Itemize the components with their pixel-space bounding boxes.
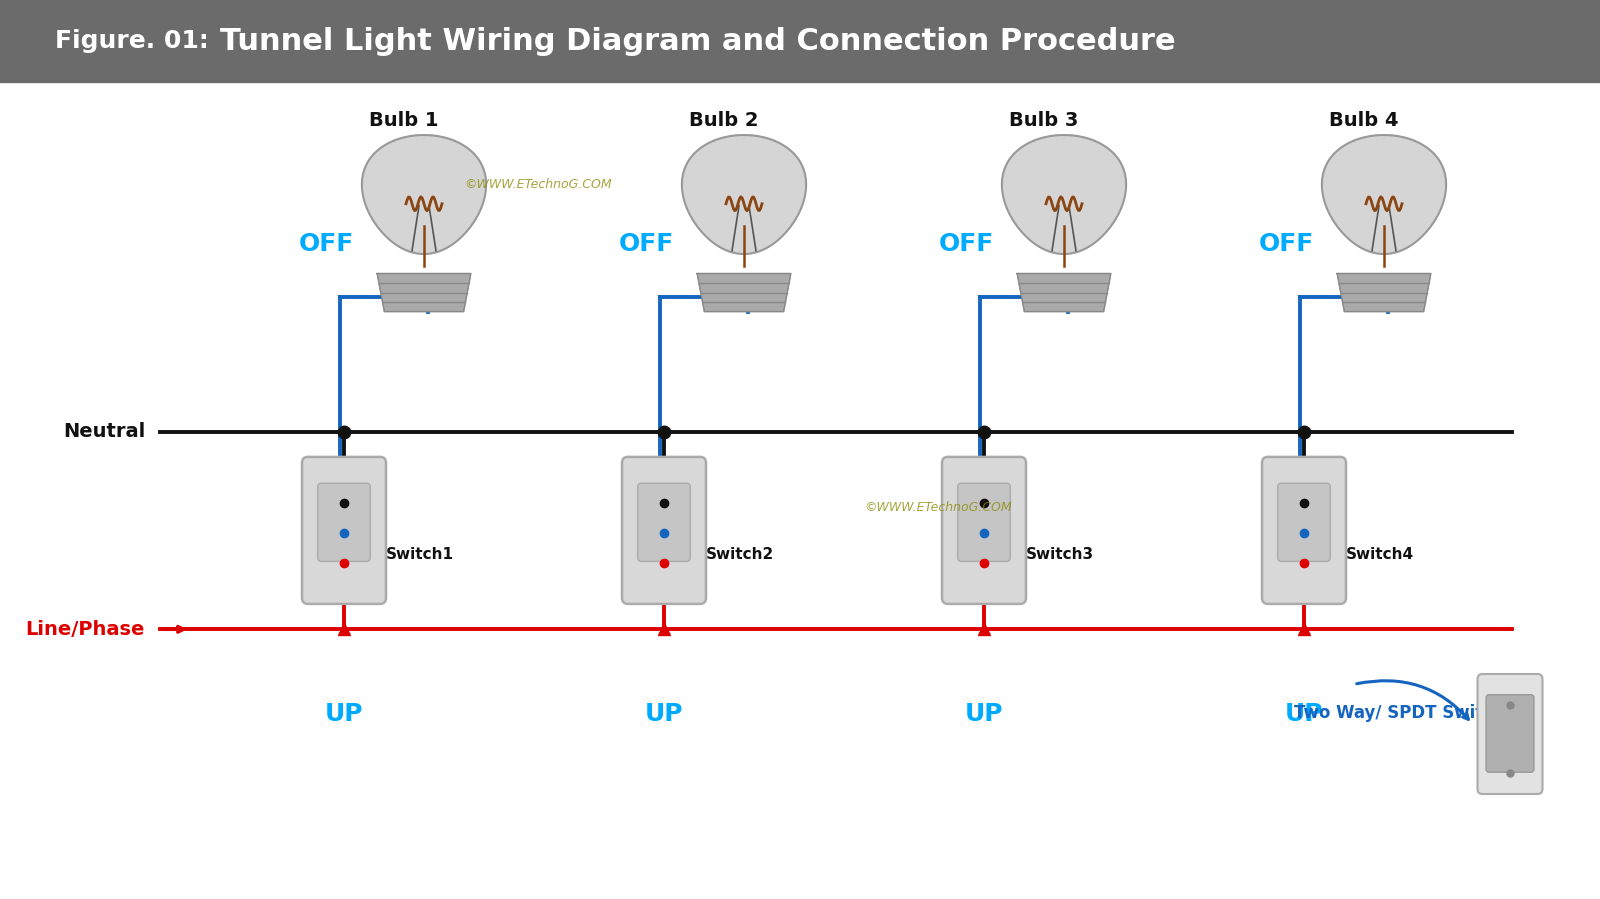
Text: Bulb 4: Bulb 4 [1330, 111, 1398, 130]
Polygon shape [698, 273, 790, 312]
Polygon shape [1002, 135, 1126, 254]
Polygon shape [378, 273, 470, 312]
Polygon shape [682, 135, 806, 254]
Text: OFF: OFF [1259, 232, 1314, 255]
FancyBboxPatch shape [638, 483, 690, 561]
Text: UP: UP [645, 702, 683, 726]
Polygon shape [1338, 273, 1430, 312]
Text: Bulb 1: Bulb 1 [370, 111, 438, 130]
Text: Line/Phase: Line/Phase [26, 619, 146, 639]
Text: UP: UP [965, 702, 1003, 726]
Text: Neutral: Neutral [62, 422, 146, 441]
FancyBboxPatch shape [1486, 695, 1534, 772]
FancyBboxPatch shape [942, 457, 1026, 604]
Text: Bulb 3: Bulb 3 [1010, 111, 1078, 130]
FancyBboxPatch shape [1278, 483, 1330, 561]
Text: Tunnel Light Wiring Diagram and Connection Procedure: Tunnel Light Wiring Diagram and Connecti… [221, 26, 1176, 56]
Text: Figure. 01:: Figure. 01: [54, 29, 208, 53]
Text: ©WWW.ETechnoG.COM: ©WWW.ETechnoG.COM [464, 178, 611, 191]
Polygon shape [1018, 273, 1110, 312]
Text: UP: UP [325, 702, 363, 726]
Bar [0, 0, 1600, 82]
Text: OFF: OFF [299, 232, 354, 255]
FancyBboxPatch shape [622, 457, 706, 604]
Text: Two Way/ SPDT Switches: Two Way/ SPDT Switches [1294, 704, 1526, 722]
Text: Switch3: Switch3 [1026, 547, 1094, 562]
Text: OFF: OFF [619, 232, 674, 255]
Text: OFF: OFF [939, 232, 994, 255]
Polygon shape [362, 135, 486, 254]
Text: Switch2: Switch2 [706, 547, 774, 562]
FancyBboxPatch shape [318, 483, 370, 561]
Polygon shape [1322, 135, 1446, 254]
Text: UP: UP [1285, 702, 1323, 726]
Text: Bulb 2: Bulb 2 [690, 111, 758, 130]
FancyBboxPatch shape [302, 457, 386, 604]
Text: Switch1: Switch1 [386, 547, 454, 562]
FancyBboxPatch shape [958, 483, 1010, 561]
Text: ©WWW.ETechnoG.COM: ©WWW.ETechnoG.COM [864, 502, 1011, 514]
FancyBboxPatch shape [1262, 457, 1346, 604]
Text: Switch4: Switch4 [1346, 547, 1414, 562]
FancyBboxPatch shape [1477, 674, 1542, 794]
